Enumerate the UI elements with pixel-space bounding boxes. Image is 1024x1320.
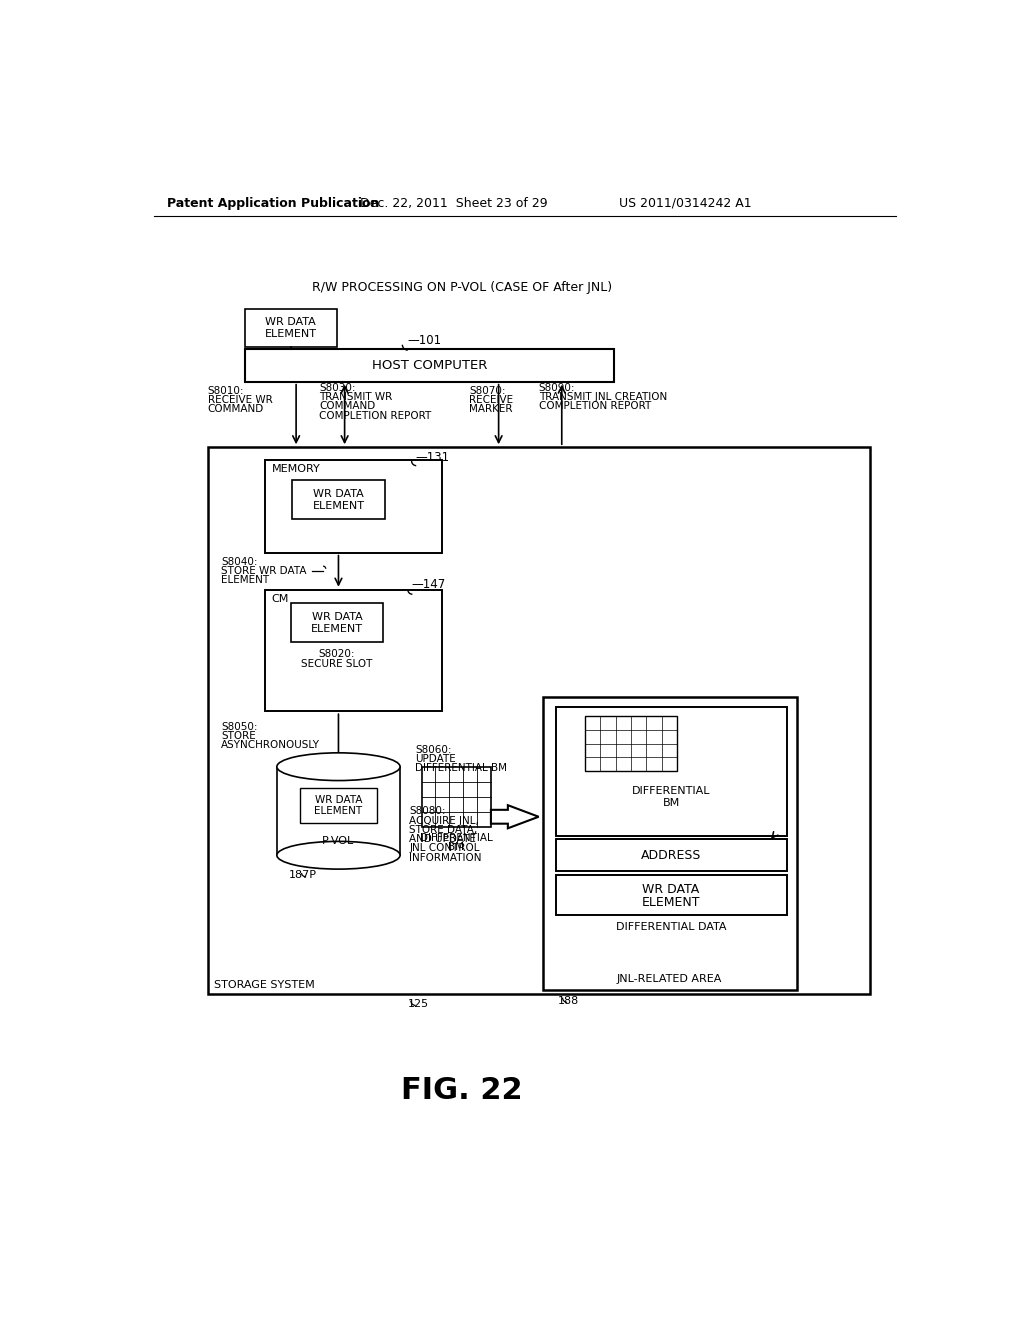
Ellipse shape xyxy=(276,752,400,780)
Bar xyxy=(556,706,786,836)
Bar xyxy=(585,715,677,771)
Text: DIFFERENTIAL BM: DIFFERENTIAL BM xyxy=(416,763,508,774)
Text: STORAGE SYSTEM: STORAGE SYSTEM xyxy=(214,979,314,990)
Text: CM: CM xyxy=(271,594,289,603)
Text: 187P: 187P xyxy=(289,870,316,879)
Text: RECEIVE WR: RECEIVE WR xyxy=(208,395,272,405)
Text: ADDRESS: ADDRESS xyxy=(641,849,701,862)
Bar xyxy=(292,480,385,519)
Text: DIFFERENTIAL DATA: DIFFERENTIAL DATA xyxy=(615,921,726,932)
Bar xyxy=(245,309,337,347)
Text: WR DATA: WR DATA xyxy=(313,490,364,499)
Text: S8030:: S8030: xyxy=(319,383,355,393)
Text: STORE: STORE xyxy=(221,731,256,741)
Text: STORE WR DATA: STORE WR DATA xyxy=(221,566,307,576)
Text: WR DATA: WR DATA xyxy=(311,612,362,622)
Text: S8050:: S8050: xyxy=(221,722,258,731)
Text: COMPLETION REPORT: COMPLETION REPORT xyxy=(539,401,651,412)
Text: HOST COMPUTER: HOST COMPUTER xyxy=(372,359,487,372)
Text: FIG. 22: FIG. 22 xyxy=(400,1076,522,1105)
Text: ACQUIRE JNL,: ACQUIRE JNL, xyxy=(410,816,479,825)
Text: R/W PROCESSING ON P-VOL (CASE OF After JNL): R/W PROCESSING ON P-VOL (CASE OF After J… xyxy=(311,281,611,294)
Bar xyxy=(208,447,869,994)
Bar xyxy=(276,767,400,855)
Text: ELEMENT: ELEMENT xyxy=(265,329,316,339)
Text: AND UPDATE: AND UPDATE xyxy=(410,834,476,843)
Text: JNL-RELATED AREA: JNL-RELATED AREA xyxy=(616,974,722,985)
Polygon shape xyxy=(490,805,539,829)
Text: COMMAND: COMMAND xyxy=(208,404,264,414)
Text: 188: 188 xyxy=(558,995,580,1006)
Text: US 2011/0314242 A1: US 2011/0314242 A1 xyxy=(618,197,752,210)
Bar xyxy=(543,697,797,990)
Text: INFORMATION: INFORMATION xyxy=(410,853,482,862)
Text: BM: BM xyxy=(449,842,464,851)
Text: DIFFERENTIAL: DIFFERENTIAL xyxy=(420,833,493,842)
Text: BM: BM xyxy=(663,797,680,808)
Text: TRANSMIT JNL CREATION: TRANSMIT JNL CREATION xyxy=(539,392,667,403)
Text: —101: —101 xyxy=(408,334,442,347)
Text: WR DATA: WR DATA xyxy=(642,883,699,896)
Text: WR DATA: WR DATA xyxy=(265,317,316,327)
Text: S8060:: S8060: xyxy=(416,744,452,755)
Text: ELEMENT: ELEMENT xyxy=(312,500,365,511)
Text: S8080:: S8080: xyxy=(410,807,445,816)
Text: Patent Application Publication: Patent Application Publication xyxy=(167,197,379,210)
Text: COMPLETION REPORT: COMPLETION REPORT xyxy=(319,411,431,421)
Bar xyxy=(556,840,786,871)
Text: STORE DATA,: STORE DATA, xyxy=(410,825,477,834)
Text: S8020:: S8020: xyxy=(318,649,355,659)
Bar xyxy=(556,874,786,915)
Text: S8090:: S8090: xyxy=(539,383,575,393)
Ellipse shape xyxy=(276,841,400,869)
Bar xyxy=(265,590,442,711)
Text: S8070:: S8070: xyxy=(469,385,506,396)
Bar xyxy=(291,603,383,642)
Text: TRANSMIT WR: TRANSMIT WR xyxy=(319,392,392,403)
Text: COMMAND: COMMAND xyxy=(319,401,376,412)
Text: ASYNCHRONOUSLY: ASYNCHRONOUSLY xyxy=(221,741,321,750)
Text: 125: 125 xyxy=(408,999,429,1008)
Text: RECEIVE: RECEIVE xyxy=(469,395,513,405)
Text: S8040:: S8040: xyxy=(221,557,258,566)
Text: MEMORY: MEMORY xyxy=(271,465,321,474)
Text: ELEMENT: ELEMENT xyxy=(221,576,269,585)
Text: P-VOL: P-VOL xyxy=(323,837,354,846)
Text: WR DATA: WR DATA xyxy=(314,795,362,805)
Text: ELEMENT: ELEMENT xyxy=(314,807,362,816)
Bar xyxy=(300,788,377,822)
Text: JNL CONTROL: JNL CONTROL xyxy=(410,843,480,853)
Text: S8010:: S8010: xyxy=(208,385,244,396)
Text: DIFFERENTIAL: DIFFERENTIAL xyxy=(632,787,711,796)
Text: Dec. 22, 2011  Sheet 23 of 29: Dec. 22, 2011 Sheet 23 of 29 xyxy=(360,197,548,210)
Text: ELEMENT: ELEMENT xyxy=(311,624,362,634)
Bar xyxy=(245,350,614,381)
Text: SECURE SLOT: SECURE SLOT xyxy=(301,659,373,668)
Bar xyxy=(422,767,490,826)
Text: MARKER: MARKER xyxy=(469,404,513,414)
Text: ELEMENT: ELEMENT xyxy=(642,896,700,908)
Text: —131: —131 xyxy=(416,450,450,463)
Text: UPDATE: UPDATE xyxy=(416,754,457,764)
Text: —147: —147 xyxy=(412,578,445,591)
Bar xyxy=(265,461,442,553)
